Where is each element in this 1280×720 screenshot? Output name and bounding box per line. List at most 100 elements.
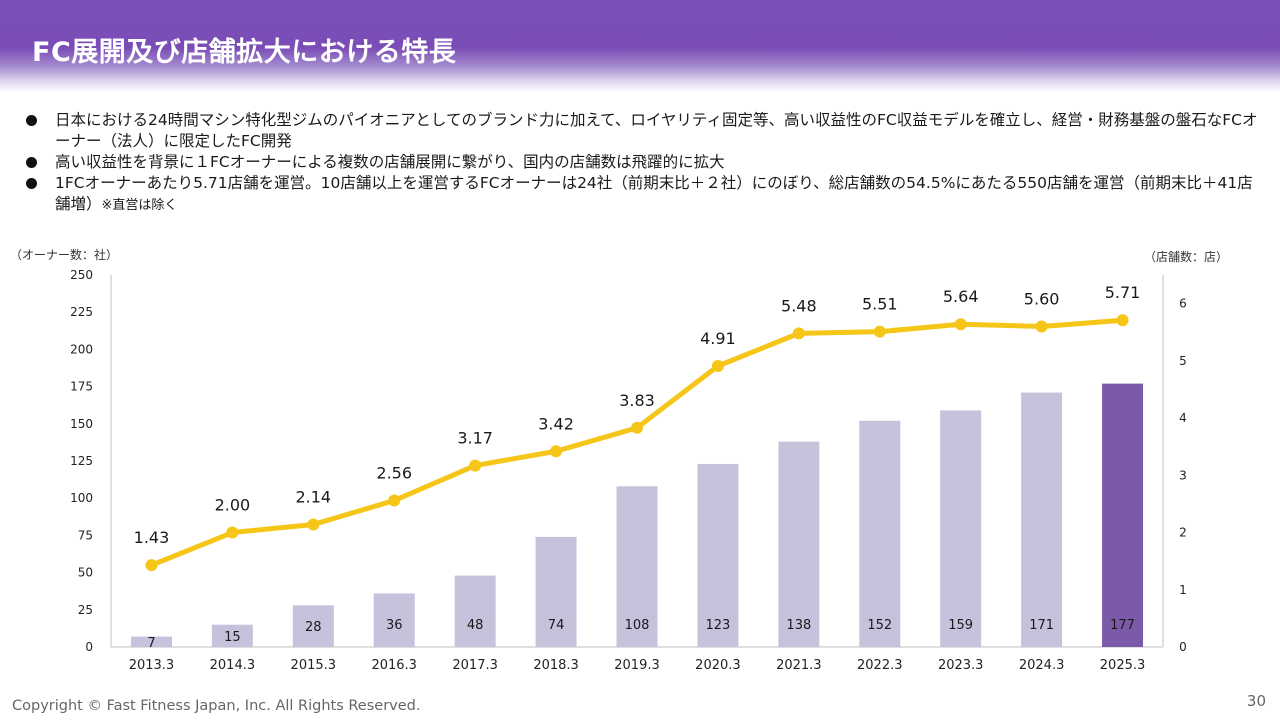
y-left-tick-label: 125 <box>70 454 93 468</box>
line-value-label: 5.71 <box>1105 283 1141 302</box>
bar-2018.3 <box>535 536 577 647</box>
bar-value-label: 15 <box>224 630 241 645</box>
line-value-label: 1.43 <box>134 528 170 547</box>
bar-value-label: 177 <box>1110 618 1135 633</box>
bar-value-label: 36 <box>386 618 403 633</box>
bar-2019.3 <box>616 486 658 647</box>
page-title: FC展開及び店舗拡大における特長 <box>32 37 457 68</box>
line-value-label: 2.14 <box>295 488 331 507</box>
bar-value-label: 74 <box>548 618 565 633</box>
line-point <box>954 318 967 331</box>
y-left-tick-label: 225 <box>70 305 93 319</box>
bullet-item: 日本における24時間マシン特化型ジムのパイオニアとしてのブランド力に加えて、ロイ… <box>24 110 1264 152</box>
bar-2023.3 <box>940 410 982 647</box>
y-right-axis-label: （店舗数：店） <box>1144 249 1228 264</box>
line-value-label: 5.48 <box>781 296 817 315</box>
bullet-text: 1FCオーナーあたり5.71店舗を運営。10店舗以上を運営するFCオーナーは24… <box>55 174 1253 213</box>
y-left-tick-label: 250 <box>70 268 93 282</box>
bullet-text: 高い収益性を背景に１FCオーナーによる複数の店舗展開に繋がり、国内の店舗数は飛躍… <box>55 153 725 171</box>
y-left-tick-label: 0 <box>85 640 93 654</box>
line-value-label: 4.91 <box>700 329 736 348</box>
y-left-axis-label: （オーナー数：社） <box>10 247 118 262</box>
line-point <box>307 518 320 531</box>
x-tick-label: 2020.3 <box>695 658 741 673</box>
bar-2024.3 <box>1021 392 1063 647</box>
bar-value-label: 152 <box>867 618 892 633</box>
bar-value-labels: 7 15 28 36 48 74 108 123 138 152 159 171 177 <box>147 618 1135 651</box>
line-point <box>1116 314 1129 327</box>
x-tick-label: 2018.3 <box>533 658 579 673</box>
line-value-label: 2.00 <box>215 496 251 515</box>
x-tick-label: 2025.3 <box>1100 658 1146 673</box>
bar-value-label: 159 <box>948 618 973 633</box>
bullet-item: 1FCオーナーあたり5.71店舗を運営。10店舗以上を運営するFCオーナーは24… <box>24 173 1264 216</box>
bar-2021.3 <box>778 441 820 647</box>
bar-2022.3 <box>859 420 901 647</box>
x-tick-label: 2019.3 <box>614 658 660 673</box>
line-point <box>388 494 401 507</box>
bullet-dot-icon <box>26 178 37 189</box>
y-right-tick-label: 4 <box>1179 411 1187 425</box>
bullet-text: 日本における24時間マシン特化型ジムのパイオニアとしてのブランド力に加えて、ロイ… <box>55 111 1258 150</box>
y-right-tick-label: 3 <box>1179 468 1187 482</box>
line-value-label: 5.64 <box>943 287 979 306</box>
y-left-tick-label: 75 <box>78 528 93 542</box>
line-point <box>550 445 563 458</box>
bar-2014.3 <box>211 624 253 647</box>
line-points <box>145 314 1129 572</box>
bar-value-label: 7 <box>147 636 155 651</box>
bar-value-label: 48 <box>467 618 484 633</box>
line-point <box>873 325 886 338</box>
x-tick-label: 2014.3 <box>210 658 256 673</box>
line-value-label: 2.56 <box>376 463 412 482</box>
y-left-tick-label: 200 <box>70 342 93 356</box>
line-value-labels: 1.43 2.00 2.14 2.56 3.17 3.42 3.83 4.91 5.48 5.51… <box>134 283 1141 547</box>
x-tick-labels: 2013.3 2014.3 2015.3 2016.3 2017.3 2018.3 2019… <box>129 658 1146 673</box>
bar-value-label: 171 <box>1029 618 1054 633</box>
y-right-tick-label: 6 <box>1179 297 1187 311</box>
bar-value-label: 108 <box>625 618 650 633</box>
line-value-label: 3.42 <box>538 414 574 433</box>
x-tick-label: 2017.3 <box>452 658 498 673</box>
y-right-tick-label: 0 <box>1179 640 1187 654</box>
line-value-label: 3.17 <box>457 429 493 448</box>
bullet-note: ※直営は除く <box>101 198 178 213</box>
y-left-tick-label: 50 <box>78 566 93 580</box>
line-point <box>226 526 239 539</box>
line-point <box>631 421 643 434</box>
y-left-tick-label: 175 <box>70 380 93 394</box>
line-point <box>792 327 805 340</box>
bar-value-label: 28 <box>305 620 322 635</box>
bar-value-label: 138 <box>786 618 811 633</box>
line-value-label: 3.83 <box>619 391 655 410</box>
bar-2016.3 <box>373 593 415 647</box>
y-right-tick-label: 2 <box>1179 526 1187 540</box>
bar-series <box>130 383 1144 647</box>
y-left-tick-label: 25 <box>78 603 93 617</box>
bar-2020.3 <box>697 463 739 647</box>
x-tick-label: 2021.3 <box>776 658 822 673</box>
header-bar: FC展開及び店舗拡大における特長 <box>0 0 1280 92</box>
bar-2017.3 <box>454 575 496 647</box>
line-value-label: 5.60 <box>1024 290 1060 309</box>
x-tick-label: 2015.3 <box>291 658 337 673</box>
bullet-dot-icon <box>26 115 37 126</box>
x-tick-label: 2013.3 <box>129 658 175 673</box>
bar-2015.3 <box>292 605 334 647</box>
bullet-dot-icon <box>26 157 37 168</box>
y-right-ticks: 0 1 2 3 4 5 6 <box>1179 297 1187 654</box>
copyright-text: Copyright © Fast Fitness Japan, Inc. All… <box>12 698 421 714</box>
bar-2013.3 <box>130 636 172 647</box>
x-tick-label: 2022.3 <box>857 658 903 673</box>
y-right-tick-label: 5 <box>1179 354 1187 368</box>
owner-store-chart: （オーナー数：社） （店舗数：店） 0255075100125150175200… <box>10 247 1228 673</box>
line-point <box>145 559 158 572</box>
y-left-tick-label: 150 <box>70 417 93 431</box>
line-point <box>711 359 724 372</box>
line-value-label: 5.51 <box>862 295 898 314</box>
x-tick-label: 2024.3 <box>1019 658 1065 673</box>
bullet-list: 日本における24時間マシン特化型ジムのパイオニアとしてのブランド力に加えて、ロイ… <box>24 110 1264 216</box>
line-point <box>469 459 482 472</box>
line-point <box>1035 320 1048 333</box>
x-tick-label: 2023.3 <box>938 658 984 673</box>
